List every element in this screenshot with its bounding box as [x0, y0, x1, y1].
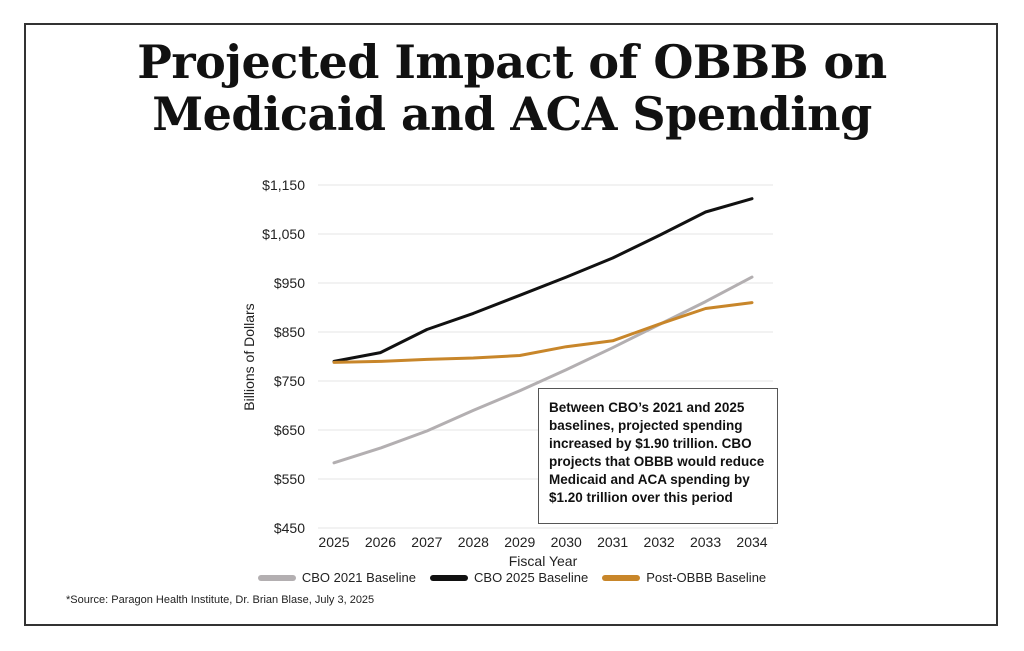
x-tick-label: 2027 [411, 534, 442, 550]
x-axis-ticks: 2025 2026 2027 2028 2029 2030 2031 2032 2033 2034 [318, 534, 767, 550]
x-axis-label: Fiscal Year [509, 553, 578, 569]
y-tick-label: $450 [274, 520, 305, 536]
legend-label: Post-OBBB Baseline [646, 570, 767, 585]
y-tick-label: $1,050 [262, 226, 305, 242]
title-line-1: Projected Impact of OBBB on [137, 35, 887, 89]
chart-title: Projected Impact of OBBB on Medicaid and… [0, 36, 1024, 140]
y-tick-label: $650 [274, 422, 305, 438]
x-tick-label: 2025 [318, 534, 349, 550]
legend-swatch [602, 574, 641, 581]
legend: CBO 2021 Baseline CBO 2025 Baseline Post-O… [0, 570, 1024, 585]
source-note: *Source: Paragon Health Institute, Dr. B… [66, 594, 375, 606]
y-tick-label: $1,150 [262, 177, 305, 193]
legend-swatch [430, 574, 469, 581]
series-line-cbo-2021-baseline [332, 275, 754, 465]
x-tick-label: 2031 [597, 534, 628, 550]
chart-frame [24, 23, 998, 626]
x-tick-label: 2029 [504, 534, 535, 550]
legend-item: CBO 2021 Baseline [257, 570, 417, 585]
x-tick-label: 2028 [458, 534, 489, 550]
legend-swatch [257, 574, 296, 581]
y-tick-label: $850 [274, 324, 305, 340]
y-tick-label: $550 [274, 471, 305, 487]
legend-item: Post-OBBB Baseline [602, 570, 766, 585]
x-tick-label: 2026 [365, 534, 396, 550]
y-axis-label: Billions of Dollars [241, 303, 257, 410]
legend-label: CBO 2025 Baseline [474, 570, 589, 585]
series-lines [332, 197, 754, 465]
x-tick-label: 2034 [736, 534, 767, 550]
y-axis-ticks: $450 $550 $650 $750 $850 $950 $1,050 $1,150 [262, 177, 305, 536]
series-line-cbo-2025-baseline [332, 197, 754, 363]
y-tick-label: $950 [274, 275, 305, 291]
legend-item: CBO 2025 Baseline [430, 570, 588, 585]
legend-label: CBO 2021 Baseline [301, 570, 417, 585]
x-tick-label: 2033 [690, 534, 721, 550]
title-line-2: Medicaid and ACA Spending [152, 87, 872, 141]
x-tick-label: 2030 [551, 534, 582, 550]
annotation-box: Between CBO’s 2021 and 2025 baselines, p… [538, 388, 778, 524]
x-tick-label: 2032 [644, 534, 675, 550]
series-line-post-obbb-baseline [332, 301, 754, 364]
y-tick-label: $750 [274, 373, 305, 389]
